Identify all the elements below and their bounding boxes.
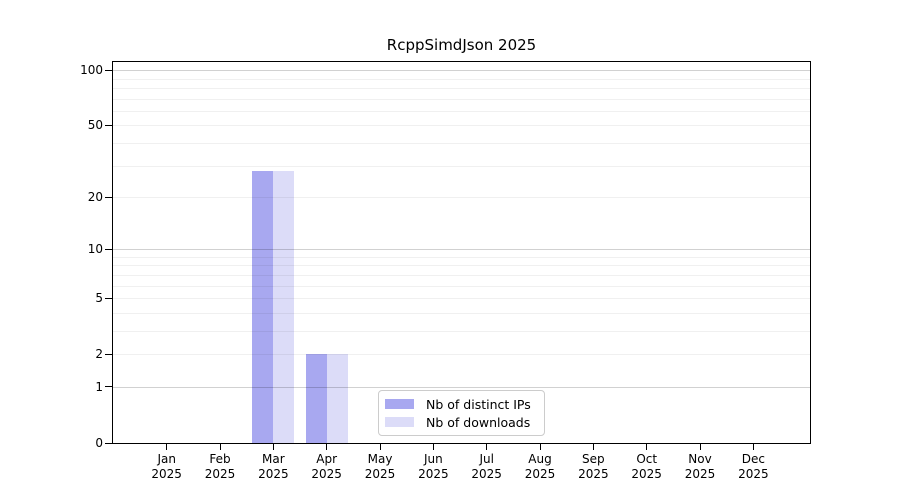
grid-layer xyxy=(113,62,810,443)
bar-nb-of-downloads-mar xyxy=(273,170,295,443)
y-axis-tick-label: 50 xyxy=(87,118,103,133)
legend-swatch-downloads xyxy=(385,417,414,427)
x-axis-tick xyxy=(379,444,381,450)
gridline-minor xyxy=(113,298,810,300)
gridline-minor xyxy=(113,265,810,267)
x-axis-tick xyxy=(219,444,221,450)
x-axis-tick xyxy=(646,444,648,450)
y-axis-tick xyxy=(105,196,112,198)
legend-swatch-distinct-ips xyxy=(385,399,414,409)
y-axis-tick xyxy=(105,248,112,250)
y-axis-tick-label: 5 xyxy=(95,291,103,306)
x-axis-tick-label: Dec 2025 xyxy=(738,452,769,481)
x-axis-tick-label: Oct 2025 xyxy=(631,452,662,481)
x-axis-tick-label: Jul 2025 xyxy=(471,452,502,481)
x-axis-tick-label: Nov 2025 xyxy=(684,452,716,481)
x-axis-tick xyxy=(539,444,541,450)
x-axis-tick-label: Sep 2025 xyxy=(578,452,609,481)
y-axis-tick-label: 1 xyxy=(95,379,103,394)
gridline-major xyxy=(113,386,810,388)
y-axis-tick-label: 20 xyxy=(87,190,103,204)
gridline-minor xyxy=(113,285,810,287)
x-axis-tick-label: Jun 2025 xyxy=(418,452,449,481)
chart-title: RcppSimdJson 2025 xyxy=(386,36,537,54)
gridline-minor xyxy=(113,98,810,100)
y-axis-tick xyxy=(105,297,112,299)
x-axis-tick xyxy=(166,444,168,450)
y-axis-tick xyxy=(105,353,112,355)
bars-layer xyxy=(113,62,810,443)
gridline-minor xyxy=(113,330,810,332)
y-axis-tick-label: 2 xyxy=(95,347,103,362)
x-axis-tick xyxy=(486,444,488,450)
x-axis-tick xyxy=(592,444,594,450)
legend-label-downloads: Nb of downloads xyxy=(426,414,531,430)
y-axis-tick xyxy=(105,442,112,444)
x-axis-tick-label: Aug 2025 xyxy=(524,452,556,481)
gridline-minor xyxy=(113,197,810,198)
x-axis-tick xyxy=(432,444,434,450)
gridline-major xyxy=(113,249,810,251)
plot-area xyxy=(112,61,811,444)
gridline-minor xyxy=(113,87,810,89)
bar-nb-of-downloads-apr xyxy=(326,354,348,443)
gridline-minor xyxy=(113,165,810,167)
gridline-minor xyxy=(113,312,810,314)
x-axis-tick xyxy=(326,444,328,450)
x-axis-tick xyxy=(272,444,274,450)
x-axis-tick-label: Mar 2025 xyxy=(258,452,289,481)
y-axis-tick-label: 10 xyxy=(87,242,103,257)
x-axis-tick xyxy=(752,444,754,450)
x-axis-tick-label: Feb 2025 xyxy=(204,452,236,481)
legend-item-distinct-ips: Nb of distinct IPs xyxy=(385,396,536,412)
legend-label-distinct-ips: Nb of distinct IPs xyxy=(426,396,531,412)
y-axis-tick-label: 0 xyxy=(95,436,103,450)
gridline-minor xyxy=(113,110,810,112)
x-axis-tick xyxy=(699,444,701,450)
bar-nb-of-distinct-ips-mar xyxy=(252,170,274,443)
gridline-minor xyxy=(113,256,810,258)
gridline-major xyxy=(113,70,810,72)
gridline-minor xyxy=(113,142,810,144)
legend-item-downloads: Nb of downloads xyxy=(385,414,536,430)
gridline-minor xyxy=(113,78,810,80)
legend: Nb of distinct IPs Nb of downloads xyxy=(378,390,545,436)
x-axis-tick-label: Apr 2025 xyxy=(311,452,342,481)
y-axis-tick xyxy=(105,124,112,126)
gridline-minor xyxy=(113,274,810,276)
y-axis-tick-label: 100 xyxy=(80,63,103,78)
gridline-minor xyxy=(113,354,810,356)
y-axis-tick xyxy=(105,69,112,71)
y-axis-tick xyxy=(105,386,112,388)
x-axis-tick-label: Jan 2025 xyxy=(151,452,182,481)
bar-nb-of-distinct-ips-apr xyxy=(305,354,327,443)
x-axis-tick-label: May 2025 xyxy=(364,452,396,481)
gridline-minor xyxy=(113,125,810,127)
